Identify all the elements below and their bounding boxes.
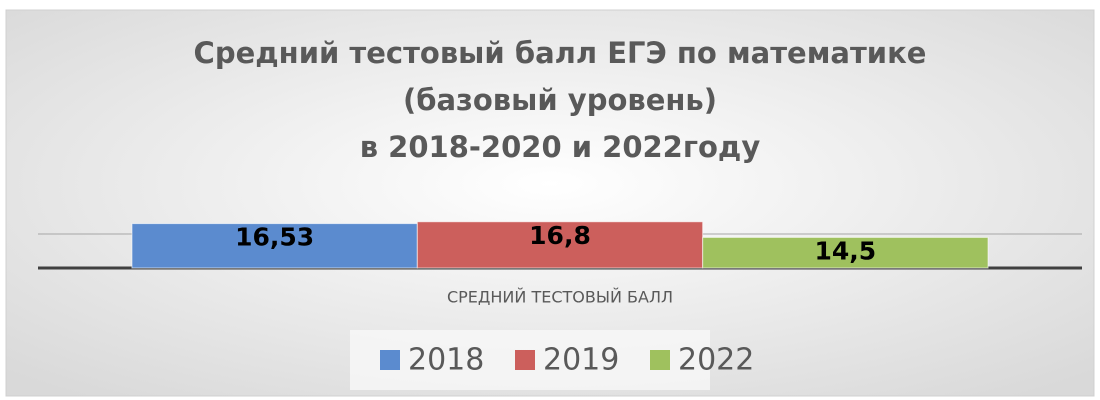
legend-swatch — [515, 350, 535, 370]
legend-swatch — [380, 350, 400, 370]
data-label: 14,5 — [815, 236, 877, 265]
legend-swatch — [650, 350, 670, 370]
legend-label: 2018 — [408, 343, 484, 378]
legend-label: 2022 — [678, 343, 754, 378]
data-label: 16,53 — [235, 223, 314, 252]
chart-title: в 2018-2020 и 2022году — [360, 130, 761, 164]
bar — [702, 236, 989, 269]
chart-title: Средний тестовый балл ЕГЭ по математике — [194, 36, 927, 70]
x-tick-label: СРЕДНИЙ ТЕСТОВЫЙ БАЛЛ — [447, 288, 673, 307]
legend-label: 2019 — [543, 343, 619, 378]
bar — [131, 223, 418, 269]
bar — [416, 221, 704, 269]
data-label: 16,8 — [529, 221, 591, 250]
chart-title: (базовый уровень) — [403, 83, 717, 117]
